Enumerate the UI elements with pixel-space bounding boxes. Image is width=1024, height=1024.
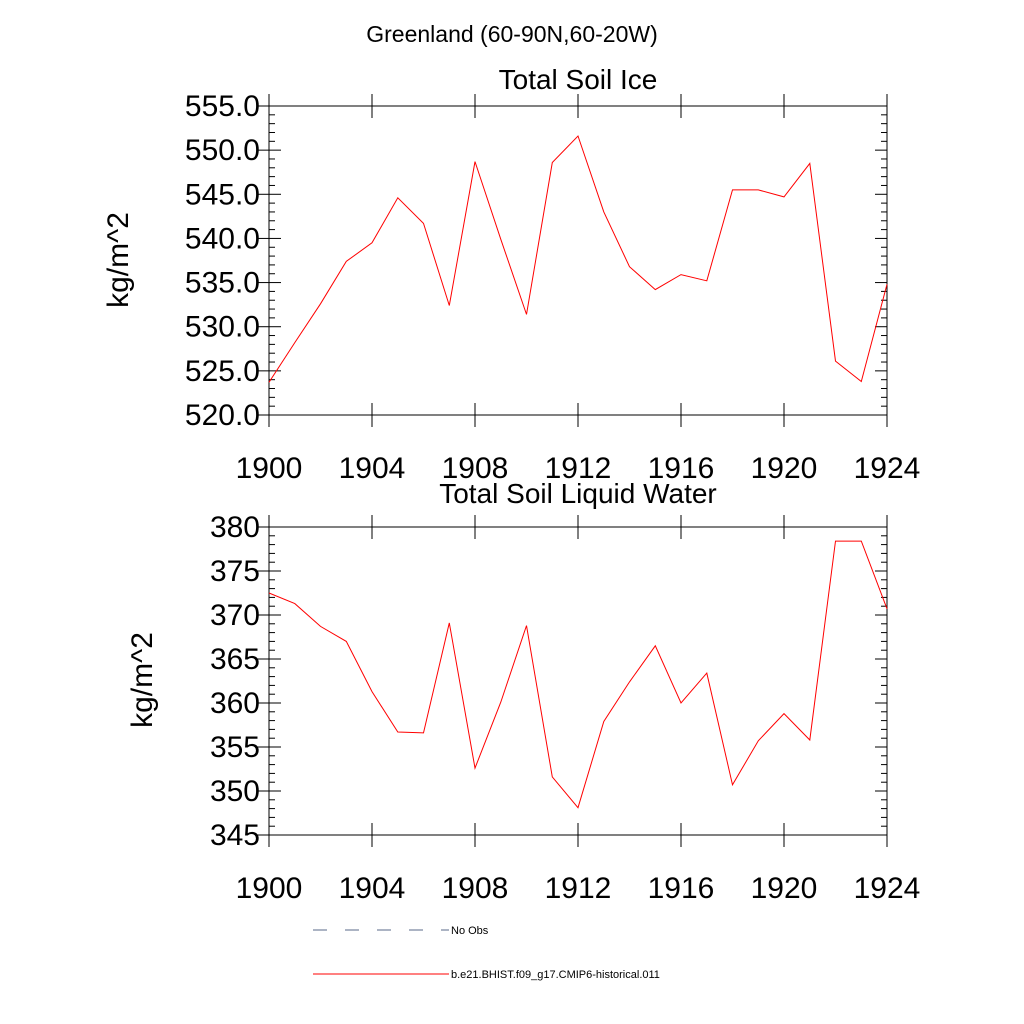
soil-liquid-water-xtick-label: 1908 bbox=[442, 872, 509, 905]
soil-ice-ytick-label: 520.0 bbox=[185, 399, 260, 432]
soil-ice-ytick-label: 555.0 bbox=[185, 90, 260, 123]
soil-liquid-water-xtick-label: 1900 bbox=[236, 872, 303, 905]
soil-ice-series-line bbox=[268, 135, 888, 383]
soil-liquid-water-ytick-label: 345 bbox=[210, 819, 260, 852]
soil-ice-xtick-label: 1916 bbox=[648, 452, 715, 485]
legend: No Obs b.e21.BHIST.f09_g17.CMIP6-histori… bbox=[313, 925, 660, 981]
figure-title: Greenland (60-90N,60-20W) bbox=[366, 21, 657, 47]
soil-ice-ytick-label: 545.0 bbox=[185, 178, 260, 211]
soil-ice-xtick-label: 1908 bbox=[442, 452, 509, 485]
soil-liquid-water-ytick-label: 365 bbox=[210, 643, 260, 676]
soil-ice-panel: Total Soil Ice kg/m^2 520.0 525.0 530.0 535… bbox=[102, 64, 920, 485]
soil-liquid-water-ytick-label: 380 bbox=[210, 511, 260, 544]
soil-ice-ytick-label: 540.0 bbox=[185, 222, 260, 255]
soil-ice-title: Total Soil Ice bbox=[499, 64, 658, 95]
legend-no-obs-label: No Obs bbox=[451, 925, 489, 937]
soil-liquid-water-title: Total Soil Liquid Water bbox=[439, 478, 717, 509]
soil-ice-xtick-label: 1920 bbox=[751, 452, 818, 485]
soil-liquid-water-xtick-label: 1904 bbox=[339, 872, 406, 905]
soil-ice-xtick-label: 1924 bbox=[854, 452, 921, 485]
soil-ice-ytick-label: 525.0 bbox=[185, 355, 260, 388]
soil-ice-ytick-label: 530.0 bbox=[185, 311, 260, 344]
soil-liquid-water-panel: Total Soil Liquid Water kg/m^2 345 350 355… bbox=[126, 478, 920, 905]
soil-ice-ytick-label: 535.0 bbox=[185, 267, 260, 300]
soil-liquid-water-ylabel: kg/m^2 bbox=[126, 632, 159, 728]
soil-liquid-water-xtick-label: 1920 bbox=[751, 872, 818, 905]
soil-liquid-water-ytick-label: 355 bbox=[210, 731, 260, 764]
soil-ice-xtick-label: 1900 bbox=[236, 452, 303, 485]
soil-liquid-water-ytick-label: 350 bbox=[210, 775, 260, 808]
soil-liquid-water-ytick-label: 370 bbox=[210, 599, 260, 632]
soil-liquid-water-series-line bbox=[268, 540, 888, 809]
soil-ice-xtick-label: 1912 bbox=[545, 452, 612, 485]
soil-ice-xtick-label: 1904 bbox=[339, 452, 406, 485]
soil-ice-ytick-label: 550.0 bbox=[185, 134, 260, 167]
soil-liquid-water-xtick-label: 1924 bbox=[854, 872, 921, 905]
soil-liquid-water-xtick-label: 1912 bbox=[545, 872, 612, 905]
soil-liquid-water-ytick-label: 375 bbox=[210, 555, 260, 588]
soil-ice-ylabel: kg/m^2 bbox=[102, 212, 135, 308]
soil-liquid-water-xtick-label: 1916 bbox=[648, 872, 715, 905]
soil-liquid-water-ytick-label: 360 bbox=[210, 687, 260, 720]
legend-model-label: b.e21.BHIST.f09_g17.CMIP6-historical.011 bbox=[451, 969, 660, 981]
